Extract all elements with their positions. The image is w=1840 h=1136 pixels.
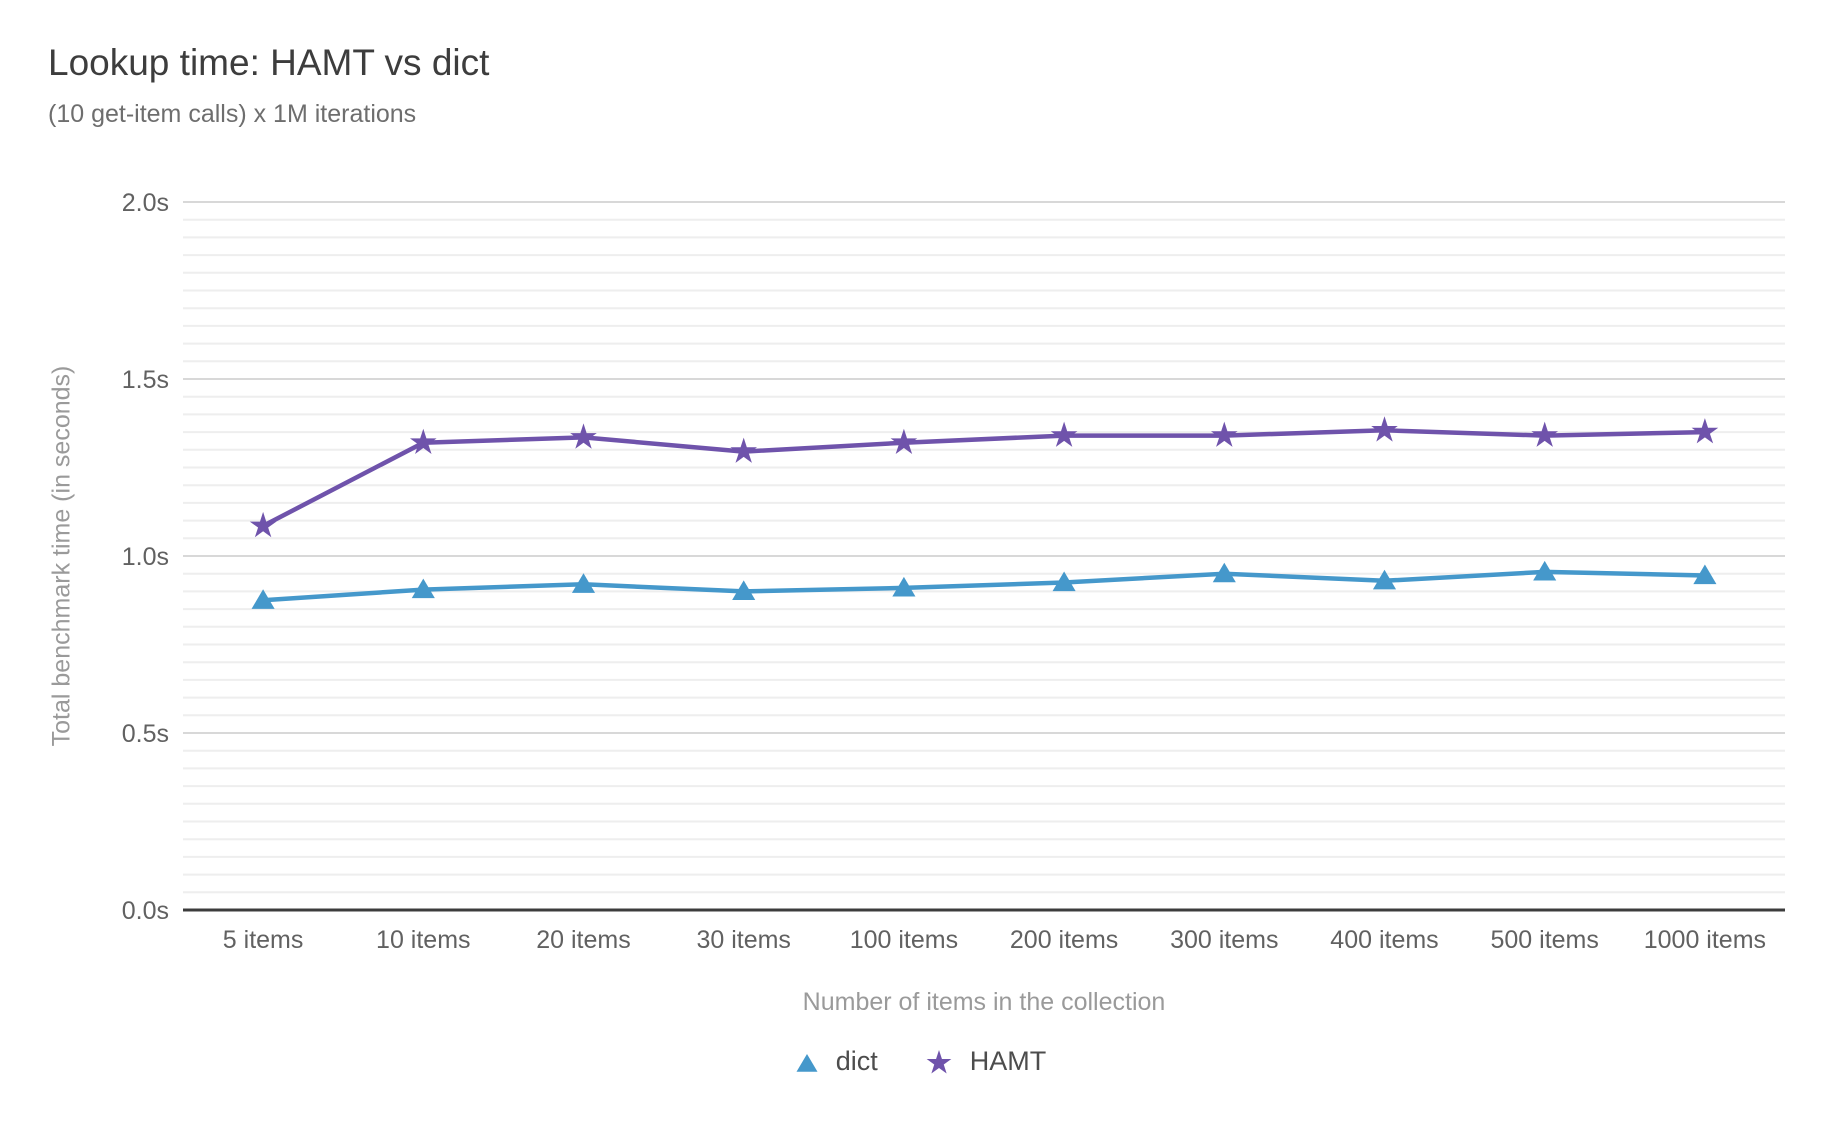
hamt-data-marker: [730, 437, 758, 463]
x-tick-label: 1000 items: [1644, 926, 1766, 954]
chart-legend: dict HAMT: [0, 1046, 1840, 1077]
dict-data-marker: [732, 580, 756, 600]
x-tick-label: 400 items: [1330, 926, 1438, 954]
dict-data-marker: [1693, 564, 1717, 585]
dict-data-marker: [251, 589, 275, 609]
x-tick-label: 30 items: [696, 926, 790, 954]
y-tick-label: 0.5s: [122, 720, 169, 748]
hamt-data-marker: [409, 428, 437, 455]
hamt-data-marker: [570, 423, 597, 449]
x-tick-label: 10 items: [376, 926, 470, 954]
hamt-series-line: [260, 428, 1708, 529]
x-tick-label: 300 items: [1170, 926, 1278, 954]
dict-data-marker: [411, 578, 435, 599]
triangle-marker-icon: [796, 1053, 818, 1072]
x-axis-title: Number of items in the collection: [802, 988, 1166, 1016]
hamt-data-marker: [1691, 418, 1719, 444]
star-marker-icon: [926, 1049, 952, 1074]
x-tick-label: 100 items: [850, 926, 958, 954]
dict-data-marker: [1533, 560, 1557, 581]
dict-data-marker: [1212, 562, 1236, 583]
dict-series-line: [260, 569, 1708, 603]
dict-data-marker: [1052, 571, 1076, 592]
dict-data-marker: [892, 576, 916, 597]
legend-label-hamt: HAMT: [969, 1046, 1047, 1076]
x-tick-label: 200 items: [1010, 926, 1118, 954]
legend-item-hamt[interactable]: HAMT: [924, 1046, 1047, 1077]
x-tick-label: 500 items: [1491, 926, 1599, 954]
y-tick-label: 0.0s: [122, 897, 169, 925]
legend-item-dict[interactable]: dict: [794, 1046, 878, 1077]
dict-data-marker: [1372, 569, 1397, 590]
chart-title: Lookup time: HAMT vs dict: [48, 42, 490, 83]
x-tick-label: 20 items: [536, 926, 630, 954]
y-tick-label: 2.0s: [122, 189, 169, 217]
legend-label-dict: dict: [835, 1046, 878, 1076]
hamt-data-marker: [1210, 421, 1238, 447]
hamt-data-marker: [249, 511, 277, 538]
y-tick-label: 1.0s: [122, 543, 169, 571]
hamt-data-marker: [1050, 421, 1078, 447]
chart-subtitle: (10 get-item calls) x 1M iterations: [48, 100, 417, 128]
hamt-data-marker: [1531, 421, 1559, 447]
hamt-data-marker: [1371, 416, 1398, 442]
x-tick-label: 5 items: [223, 926, 304, 954]
dict-data-marker: [571, 573, 596, 593]
y-tick-label: 1.5s: [122, 366, 169, 394]
hamt-data-marker: [890, 428, 918, 455]
